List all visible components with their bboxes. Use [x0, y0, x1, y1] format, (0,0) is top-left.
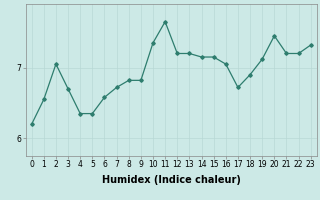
X-axis label: Humidex (Indice chaleur): Humidex (Indice chaleur): [102, 175, 241, 185]
